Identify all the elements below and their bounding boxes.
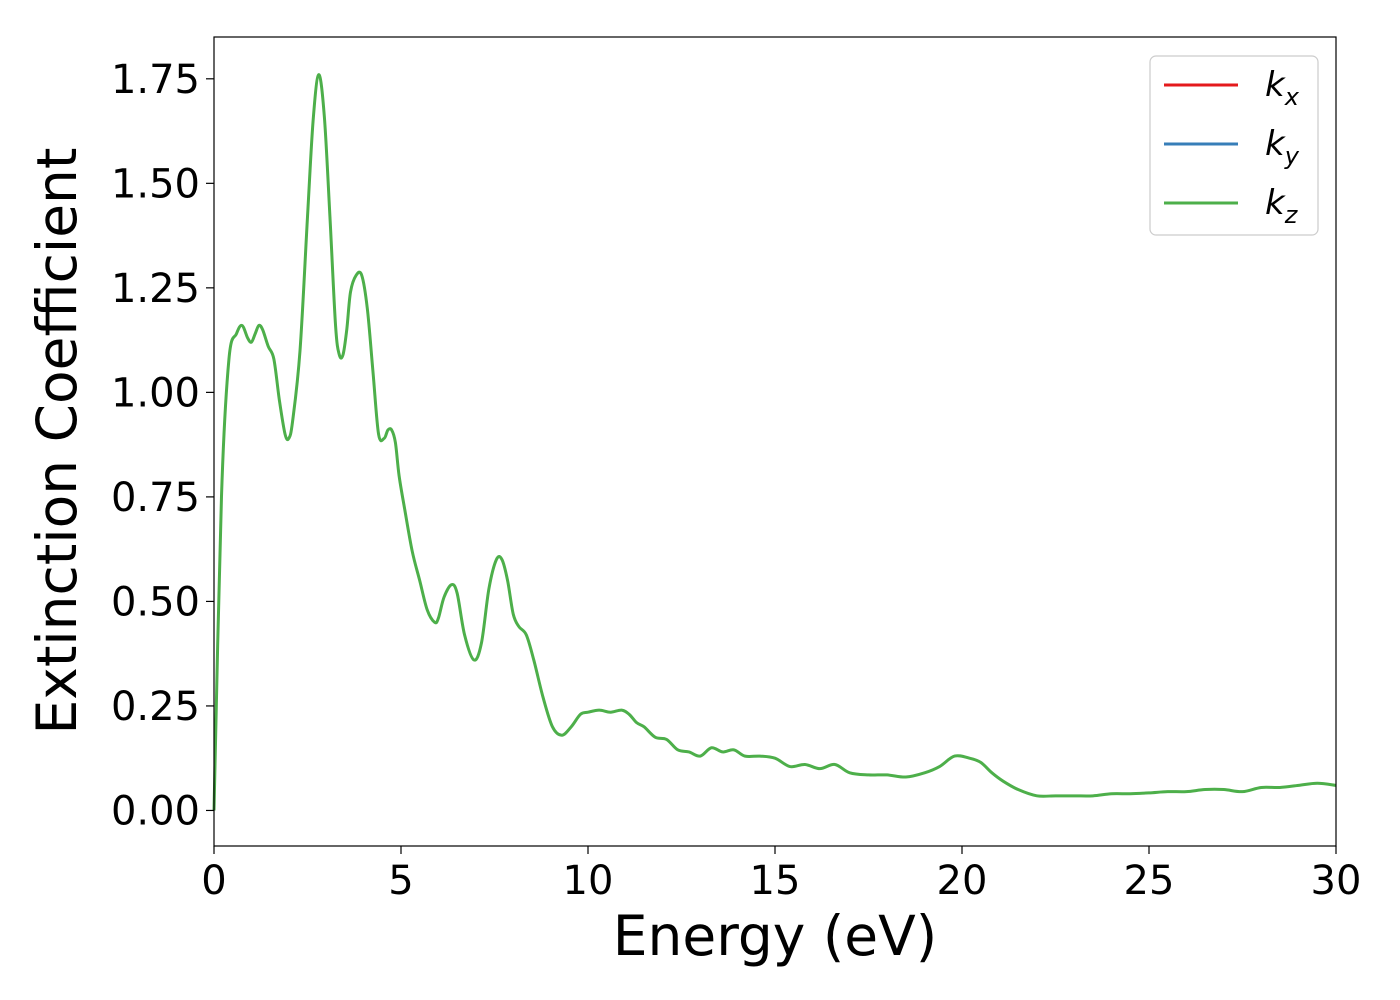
y-tick-label: 0.75 (111, 475, 200, 521)
x-tick-label: 25 (1124, 858, 1175, 904)
y-tick-label: 1.75 (111, 57, 200, 103)
series-layer (212, 73, 1337, 811)
x-tick-label: 10 (563, 858, 614, 904)
y-tick-label: 0.00 (111, 788, 200, 834)
y-tick-label: 1.00 (111, 370, 200, 416)
y-axis-title: Extinction Coefficient (25, 148, 89, 735)
legend-label: kz (1265, 183, 1299, 229)
x-axis-title: Energy (eV) (613, 904, 937, 968)
x-tick-label: 5 (388, 858, 413, 904)
y-axis: 0.00 0.25 0.50 0.75 1.00 1.25 1.50 1.75 (111, 57, 214, 834)
x-tick-label: 0 (201, 858, 226, 904)
y-tick-label: 0.50 (111, 579, 200, 625)
y-tick-label: 0.25 (111, 684, 200, 730)
legend: kx ky kz (1149, 55, 1319, 236)
series-line-k-z (212, 73, 1337, 811)
x-tick-label: 20 (937, 858, 988, 904)
x-tick-label: 30 (1311, 858, 1362, 904)
y-tick-label: 1.50 (111, 161, 200, 207)
legend-label: kx (1265, 65, 1300, 111)
x-tick-label: 15 (750, 858, 801, 904)
legend-label: ky (1265, 124, 1300, 170)
y-tick-label: 1.25 (111, 266, 200, 312)
legend-entries: kx ky kz (1164, 65, 1300, 229)
plot-area (214, 37, 1336, 846)
x-axis: 0 5 10 15 20 25 30 (201, 846, 1361, 904)
